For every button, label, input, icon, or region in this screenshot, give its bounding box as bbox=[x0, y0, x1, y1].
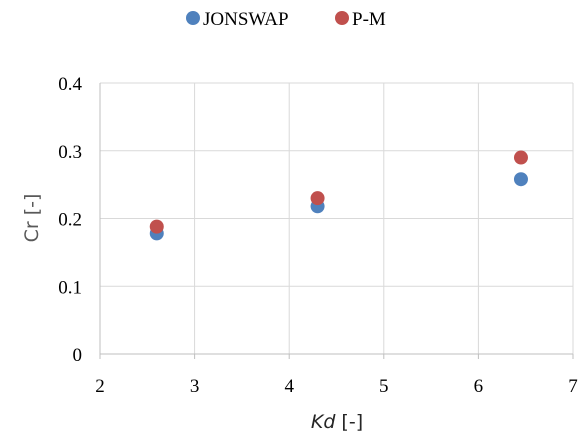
x-tick-label: 2 bbox=[95, 376, 105, 397]
y-axis-title: Cr [-] bbox=[21, 194, 43, 243]
data-points bbox=[149, 150, 528, 241]
point-jonswap bbox=[513, 172, 528, 187]
y-tick-label: 0.1 bbox=[58, 277, 82, 298]
x-tick-label: 5 bbox=[379, 376, 389, 397]
tick-labels: 2 3 4 5 6 7 0 0.1 0.2 0.3 0.4 bbox=[58, 74, 578, 397]
legend-marker-p-m bbox=[335, 11, 349, 25]
x-tick-label: 4 bbox=[284, 376, 294, 397]
legend-label: JONSWAP bbox=[203, 9, 289, 30]
x-axis-title: Kd [-] bbox=[311, 411, 363, 433]
y-tick-label: 0.3 bbox=[58, 142, 82, 163]
legend-label: P-M bbox=[352, 9, 386, 30]
point-p-m bbox=[310, 191, 325, 206]
x-axis-title-unit: [-] bbox=[335, 411, 363, 433]
x-tick-label: 6 bbox=[474, 376, 484, 397]
x-tick-label: 7 bbox=[568, 376, 578, 397]
y-tick-label: 0.2 bbox=[58, 210, 82, 231]
legend: JONSWAP P-M bbox=[186, 9, 386, 30]
point-p-m bbox=[149, 219, 164, 234]
grid-lines bbox=[100, 82, 574, 354]
x-axis-title-italic: Kd bbox=[311, 411, 336, 433]
axes bbox=[99, 83, 574, 359]
legend-marker-jonswap bbox=[186, 11, 200, 25]
y-tick-label: 0.4 bbox=[58, 74, 82, 95]
y-tick-label: 0 bbox=[73, 345, 83, 366]
point-p-m bbox=[513, 150, 528, 165]
x-tick-label: 3 bbox=[190, 376, 200, 397]
